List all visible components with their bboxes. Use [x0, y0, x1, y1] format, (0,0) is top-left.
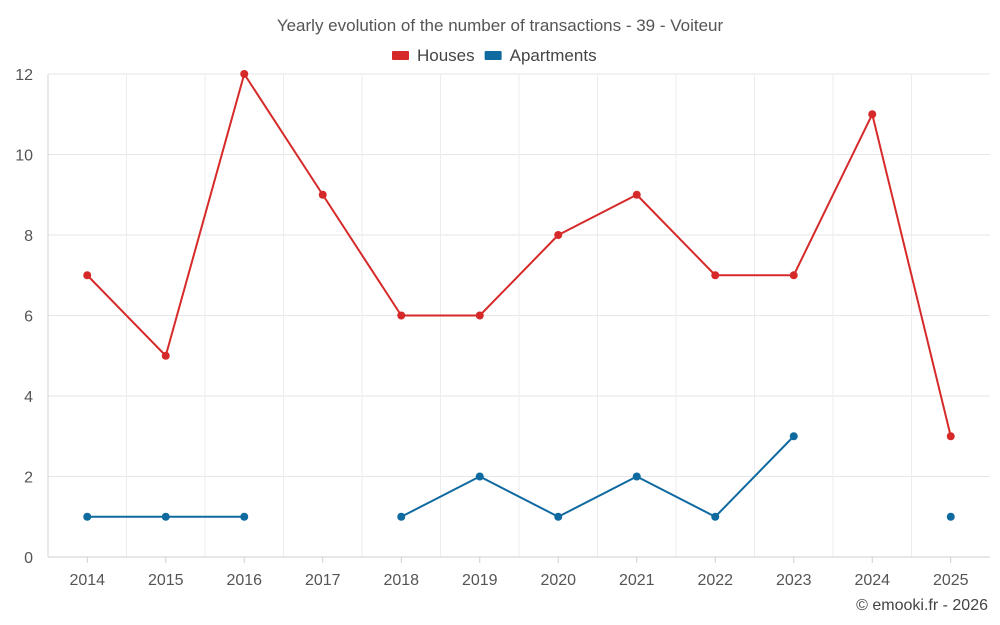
apartments-point: [240, 512, 249, 521]
houses-point: [240, 70, 249, 78]
apartments-point: [711, 512, 720, 521]
apartments-point: [789, 432, 798, 441]
houses-point: [789, 271, 798, 280]
houses-line: [86, 73, 952, 437]
apartments-point: [632, 472, 641, 481]
x-tick-label: 2016: [226, 572, 262, 589]
apartments-point: [397, 512, 406, 521]
houses-point: [946, 432, 955, 441]
houses-point: [397, 311, 406, 320]
x-tick-label: 2020: [540, 572, 576, 589]
apartments-point: [83, 512, 92, 521]
houses-point: [632, 190, 641, 199]
apartments-point: [554, 512, 563, 521]
houses-point: [711, 271, 720, 280]
y-tick-label: 10: [15, 148, 33, 165]
axes: 0 2 4 6 8 10 12 2014 2015 2016 2017 2018 2019 2020 202…: [15, 67, 990, 589]
chart-title: Yearly evolution of the number of transa…: [277, 16, 724, 35]
houses-point: [318, 190, 327, 199]
x-tick-label: 2025: [933, 572, 969, 589]
series-houses: [83, 70, 955, 441]
legend-label-houses: Houses: [417, 46, 475, 65]
series-apartments: [83, 432, 955, 521]
grid: [48, 73, 990, 557]
y-tick-label: 8: [24, 228, 33, 245]
apartments-point: [946, 512, 955, 521]
legend-label-apartments: Apartments: [510, 46, 597, 65]
houses-point: [868, 110, 877, 119]
apartments-point: [161, 512, 170, 521]
y-tick-label: 12: [15, 67, 33, 84]
y-tick-label: 4: [24, 389, 33, 406]
x-tick-label: 2024: [854, 572, 890, 589]
x-tick-label: 2017: [305, 572, 341, 589]
x-tick-label: 2021: [619, 572, 655, 589]
legend-swatch-houses: [392, 51, 409, 60]
series-group: [83, 70, 955, 521]
y-tick-label: 0: [24, 550, 33, 567]
credit-text: © emooki.fr - 2026: [856, 597, 988, 614]
x-tick-label: 2022: [697, 572, 733, 589]
legend: Houses Apartments: [392, 46, 597, 65]
x-tick-label: 2019: [462, 572, 498, 589]
y-tick-label: 2: [24, 470, 33, 487]
x-tick-label: 2023: [776, 572, 812, 589]
apartments-point: [475, 472, 484, 481]
y-tick-label: 6: [24, 309, 33, 326]
houses-point: [475, 311, 484, 320]
houses-point: [554, 231, 563, 239]
x-tick-label: 2014: [69, 572, 105, 589]
apartments-line: [400, 435, 795, 518]
houses-point: [161, 351, 170, 360]
houses-point: [83, 271, 92, 280]
x-tick-label: 2015: [148, 572, 184, 589]
legend-swatch-apartments: [484, 51, 502, 60]
x-tick-label: 2018: [383, 572, 419, 589]
